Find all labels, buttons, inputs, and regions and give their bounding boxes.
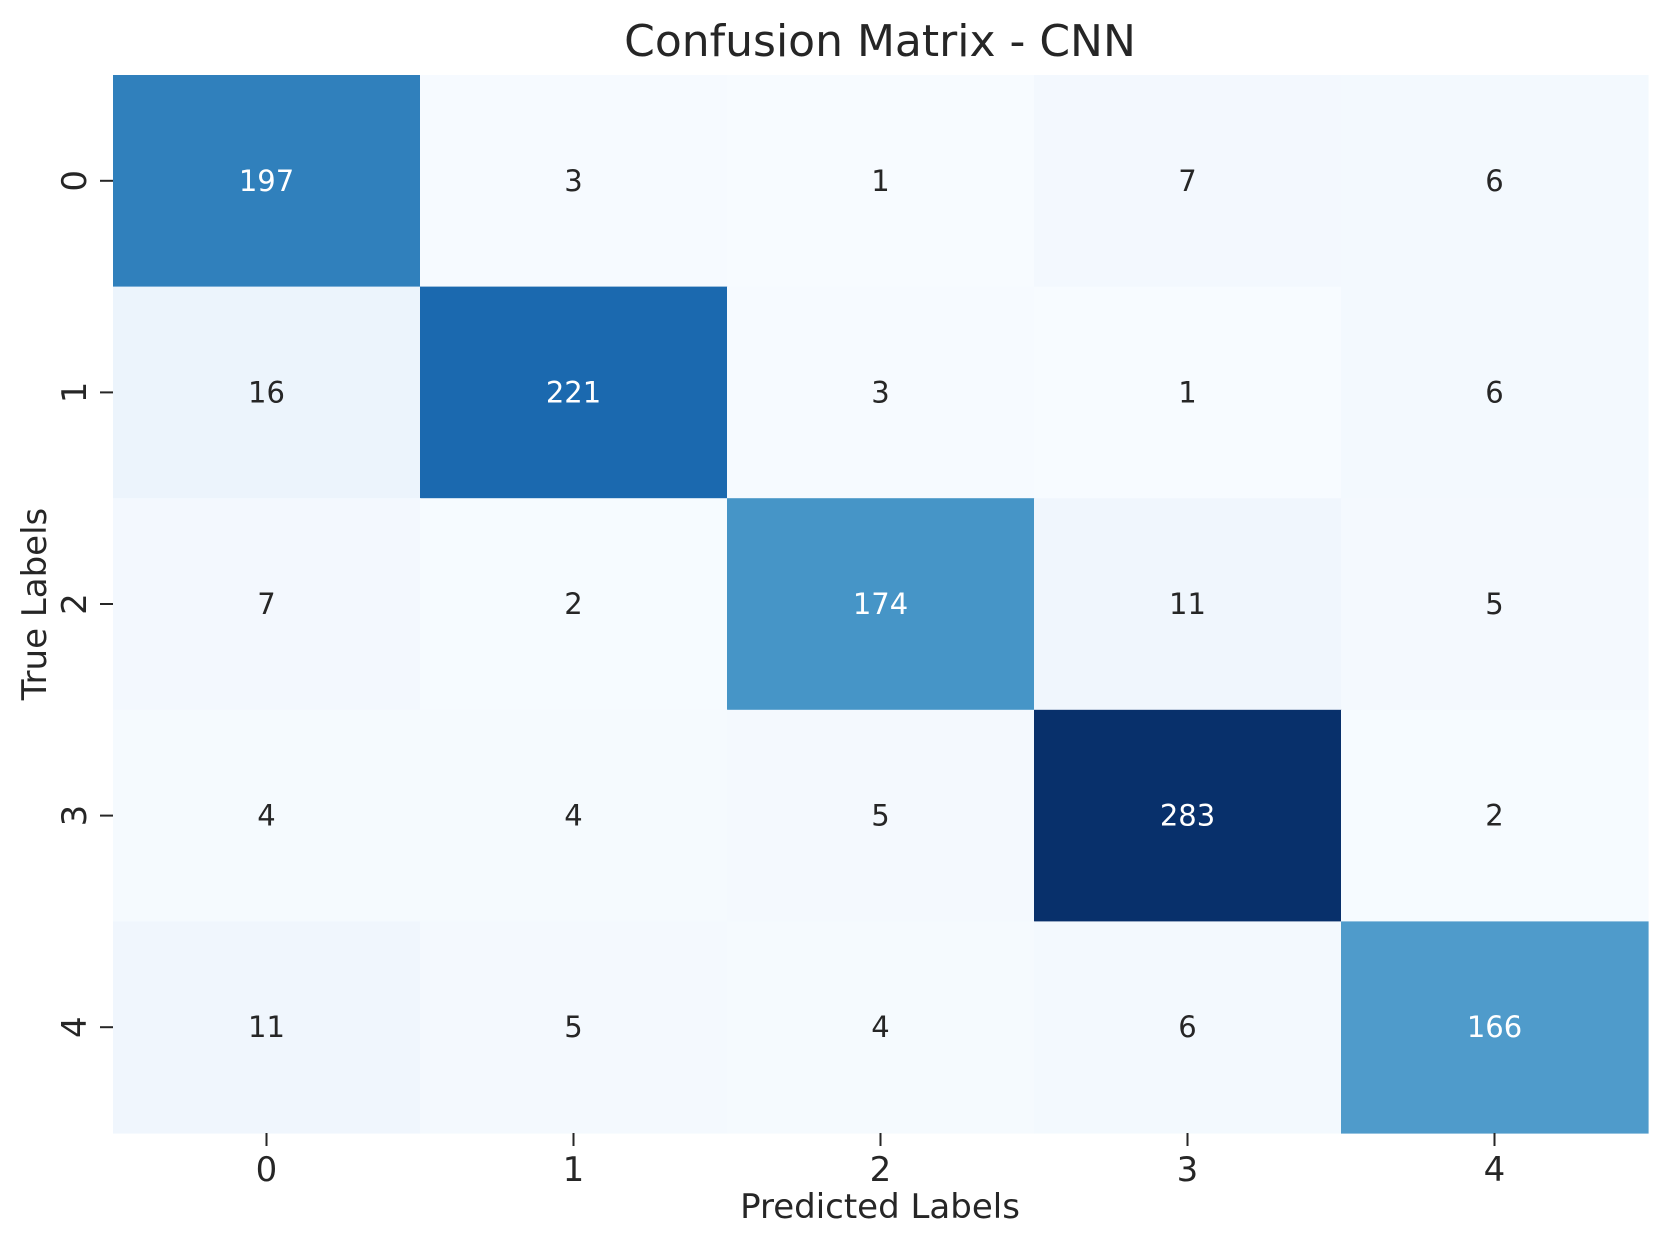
- cell-value-r3-c2: 5: [871, 799, 889, 833]
- heatmap-cell-r2-c0: [113, 498, 421, 711]
- heatmap-cell-r1-c3: [1034, 286, 1342, 499]
- heatmap-cell-r1-c1: [420, 286, 728, 499]
- cell-value-r3-c1: 4: [564, 799, 582, 833]
- heatmap-cell-r2-c2: [727, 498, 1035, 711]
- cell-labels: 197 3 1 7 616 221 3 1 67 2 174 11 54 4 5 283 211 5 4 6 166: [239, 164, 1522, 1044]
- x-tick-label-0: 0: [256, 1150, 278, 1190]
- heatmap-cell-r0-c4: [1341, 75, 1649, 288]
- heatmap-cell-r1-c0: [113, 286, 421, 499]
- cell-value-r1-c4: 6: [1485, 375, 1503, 409]
- cell-value-r0-c4: 6: [1485, 164, 1503, 198]
- cell-value-r1-c2: 3: [871, 375, 889, 409]
- cell-value-r3-c0: 4: [257, 799, 275, 833]
- heatmap-cell-r1-c2: [727, 286, 1035, 499]
- x-axis-label: Predicted Labels: [740, 1187, 1020, 1227]
- x-tick-label-1: 1: [563, 1150, 585, 1190]
- x-tick-label-4: 4: [1484, 1150, 1506, 1190]
- heatmap-cell-r0-c2: [727, 75, 1035, 288]
- cell-value-r4-c1: 5: [564, 1010, 582, 1044]
- cell-value-r0-c2: 1: [871, 164, 889, 198]
- cell-value-r2-c1: 2: [564, 587, 582, 621]
- cell-value-r4-c0: 11: [248, 1010, 285, 1044]
- cell-value-r2-c0: 7: [257, 587, 275, 621]
- x-axis: 0 1 2 3 4: [256, 1133, 1506, 1190]
- heatmap-cell-r2-c1: [420, 498, 728, 711]
- cell-value-r1-c1: 221: [546, 375, 601, 409]
- cell-value-r4-c2: 4: [871, 1010, 889, 1044]
- heatmap-cell-r0-c0: [113, 75, 421, 288]
- cell-value-r2-c2: 174: [853, 587, 908, 621]
- y-tick-label-2: 2: [55, 593, 95, 615]
- heatmap-cells: [113, 75, 1649, 1134]
- heatmap-cell-r0-c3: [1034, 75, 1342, 288]
- heatmap-cell-r3-c4: [1341, 709, 1649, 922]
- heatmap-cell-r2-c3: [1034, 498, 1342, 711]
- heatmap-cell-r3-c1: [420, 709, 728, 922]
- cell-value-r0-c0: 197: [239, 164, 294, 198]
- heatmap-cell-r4-c2: [727, 921, 1035, 1134]
- cell-value-r2-c4: 5: [1485, 587, 1503, 621]
- y-tick-label-3: 3: [55, 805, 95, 827]
- y-tick-label-0: 0: [55, 170, 95, 192]
- heatmap-cell-r4-c4: [1341, 921, 1649, 1134]
- cell-value-r1-c0: 16: [248, 375, 285, 409]
- y-axis: 0 1 2 3 4: [55, 170, 113, 1038]
- cell-value-r4-c4: 166: [1467, 1010, 1522, 1044]
- cell-value-r4-c3: 6: [1178, 1010, 1196, 1044]
- cell-value-r0-c3: 7: [1178, 164, 1196, 198]
- heatmap-cell-r1-c4: [1341, 286, 1649, 499]
- heatmap-cell-r4-c0: [113, 921, 421, 1134]
- x-tick-label-2: 2: [870, 1150, 892, 1190]
- heatmap-cell-r3-c0: [113, 709, 421, 922]
- cell-value-r1-c3: 1: [1178, 375, 1196, 409]
- heatmap-cell-r4-c3: [1034, 921, 1342, 1134]
- y-tick-label-4: 4: [55, 1016, 95, 1038]
- cell-value-r0-c1: 3: [564, 164, 582, 198]
- heatmap-cell-r0-c1: [420, 75, 728, 288]
- heatmap-cell-r2-c4: [1341, 498, 1649, 711]
- x-tick-label-3: 3: [1177, 1150, 1199, 1190]
- heatmap-cell-r3-c3: [1034, 709, 1342, 922]
- cell-value-r3-c4: 2: [1485, 799, 1503, 833]
- cell-value-r3-c3: 283: [1160, 799, 1215, 833]
- heatmap-cell-r3-c2: [727, 709, 1035, 922]
- y-tick-label-1: 1: [55, 382, 95, 404]
- heatmap-cell-r4-c1: [420, 921, 728, 1134]
- chart-title: Confusion Matrix - CNN: [624, 16, 1136, 67]
- cell-value-r2-c3: 11: [1169, 587, 1206, 621]
- y-axis-label: True Labels: [15, 508, 55, 701]
